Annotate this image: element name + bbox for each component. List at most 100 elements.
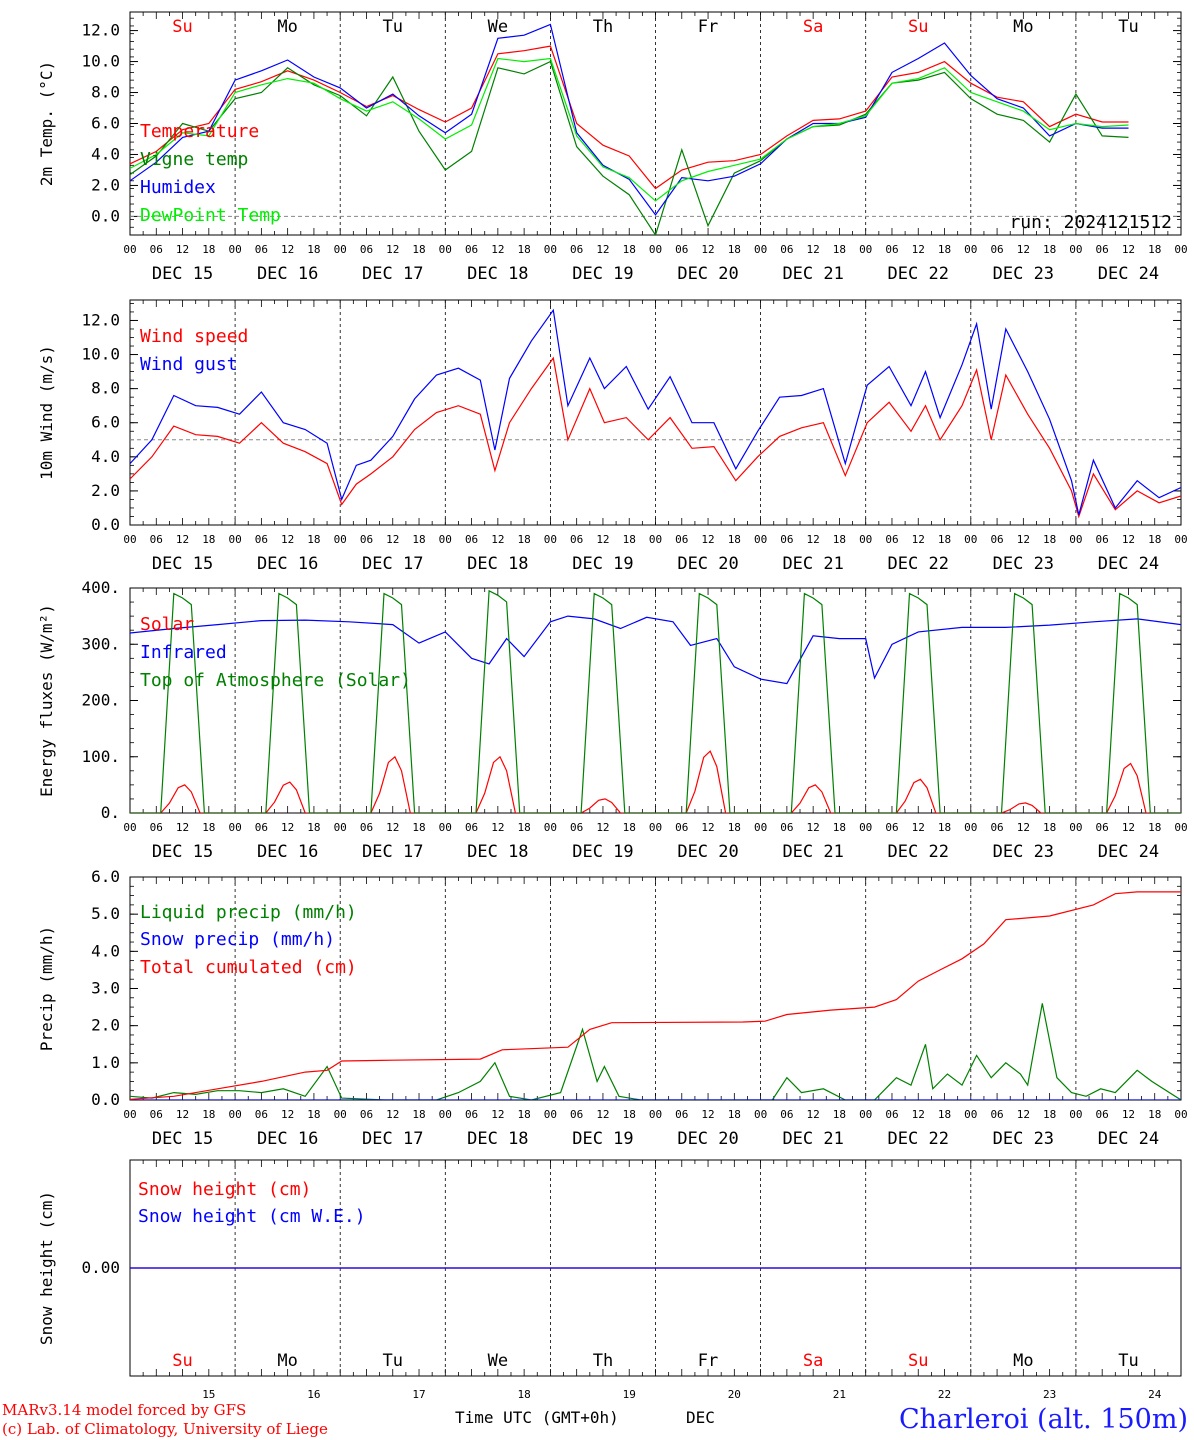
hour-tick-label: 18 <box>623 243 636 256</box>
hour-tick-label: 18 <box>518 533 531 546</box>
hour-tick-label: 12 <box>281 533 294 546</box>
series-group <box>130 589 1181 813</box>
date-label: DEC 21 <box>782 264 843 284</box>
hour-tick-label: 06 <box>150 821 163 834</box>
y-tick-label: 10.0 <box>81 345 120 364</box>
hour-tick-label: 18 <box>1043 1108 1056 1121</box>
series-line-dewpoint-temp <box>130 57 1129 202</box>
hour-tick-label: 06 <box>990 821 1003 834</box>
snow-panel: 0.00 Snow height (cm) Su 15 Mo 16 Tu 17 We 18 Th 19… <box>37 1159 1182 1401</box>
day-of-week-label: Su <box>172 1351 192 1371</box>
y-tick-label: 0.0 <box>91 515 120 534</box>
hour-tick-label: 00 <box>544 821 557 834</box>
hour-tick-label: 06 <box>360 1108 373 1121</box>
day-of-week-label: Su <box>908 17 928 37</box>
hour-tick-label: 00 <box>754 533 767 546</box>
y-tick-label: 400. <box>81 578 120 597</box>
legend-entry: Liquid precip (mm/h) <box>140 902 357 923</box>
hour-tick-label: 18 <box>202 1108 215 1121</box>
hour-tick-label: 00 <box>1174 533 1187 546</box>
hour-tick-label: 06 <box>150 1108 163 1121</box>
hour-tick-label: 12 <box>701 1108 714 1121</box>
hour-tick-label: 18 <box>202 243 215 256</box>
series-group <box>130 891 1181 1100</box>
date-label: DEC 18 <box>467 554 528 574</box>
day-of-week-label: We <box>488 1351 508 1371</box>
station-name: Charleroi (alt. 150m) <box>899 1404 1188 1435</box>
date-label: DEC 18 <box>467 264 528 284</box>
hour-tick-label: 18 <box>833 243 846 256</box>
date-label: DEC 24 <box>1098 842 1159 862</box>
hour-tick-label: 06 <box>360 243 373 256</box>
hour-tick-label: 06 <box>885 243 898 256</box>
day-number-label: 15 <box>202 1388 215 1401</box>
hour-tick-label: 06 <box>255 821 268 834</box>
hour-tick-label: 12 <box>176 533 189 546</box>
hour-tick-label: 12 <box>807 821 820 834</box>
hour-tick-label: 00 <box>123 243 136 256</box>
hour-tick-label: 18 <box>833 533 846 546</box>
hour-tick-label: 06 <box>360 821 373 834</box>
hour-tick-label: 18 <box>833 1108 846 1121</box>
hour-tick-label: 00 <box>1069 821 1082 834</box>
hour-tick-label: 00 <box>334 243 347 256</box>
date-label: DEC 22 <box>888 842 949 862</box>
hour-tick-label: 12 <box>176 821 189 834</box>
hour-tick-label: 12 <box>1122 821 1135 834</box>
y-axis-label: 10m Wind (m/s) <box>37 345 56 480</box>
hour-tick-label: 00 <box>1174 243 1187 256</box>
day-of-week-label: Mo <box>1013 1351 1033 1371</box>
hour-tick-label: 12 <box>807 243 820 256</box>
y-tick-label: 12.0 <box>81 310 120 329</box>
day-of-week-label: Th <box>593 17 613 37</box>
y-tick-label: 0.0 <box>91 206 120 225</box>
hour-tick-label: 06 <box>780 1108 793 1121</box>
legend-entry: Wind speed <box>140 326 248 347</box>
hour-tick-label: 12 <box>596 1108 609 1121</box>
hour-tick-label: 06 <box>1096 821 1109 834</box>
lab-credit: (c) Lab. of Climatology, University of L… <box>2 1420 328 1438</box>
day-number-label: 20 <box>728 1388 741 1401</box>
hour-tick-label: 12 <box>807 533 820 546</box>
date-label: DEC 15 <box>152 264 213 284</box>
date-label: DEC 18 <box>467 1129 528 1149</box>
day-of-week-label: Mo <box>1013 17 1033 37</box>
hour-tick-label: 18 <box>623 821 636 834</box>
hour-tick-label: 18 <box>1148 1108 1161 1121</box>
series-group <box>130 308 1181 519</box>
y-tick-label: 5.0 <box>91 904 120 923</box>
date-label: DEC 21 <box>782 1129 843 1149</box>
hour-tick-label: 00 <box>859 533 872 546</box>
y-tick-label: 0. <box>101 803 120 822</box>
hour-tick-label: 12 <box>281 821 294 834</box>
day-of-week-label: Tu <box>1118 17 1138 37</box>
energy-panel: 0. 100. 200. 300. 400. Energy fluxes (W/m²) 00… <box>37 578 1188 862</box>
legend-entry: Snow precip (mm/h) <box>140 929 335 950</box>
hour-tick-label: 12 <box>1122 533 1135 546</box>
hour-tick-label: 06 <box>990 243 1003 256</box>
day-number-label: 16 <box>307 1388 320 1401</box>
date-label: DEC 17 <box>362 264 423 284</box>
hour-tick-label: 18 <box>307 1108 320 1121</box>
hour-tick-label: 00 <box>964 1108 977 1121</box>
hour-tick-label: 12 <box>386 1108 399 1121</box>
y-tick-label: 300. <box>81 634 120 653</box>
day-of-week-label: Fr <box>698 1351 718 1371</box>
hour-tick-label: 12 <box>912 533 925 546</box>
legend-entry: Temperature <box>140 121 259 142</box>
temp-panel: 0.0 2.0 4.0 6.0 8.0 10.0 12.0 2m Temp. (°C) 00 06… <box>37 11 1188 284</box>
hour-tick-label: 00 <box>228 1108 241 1121</box>
series-group <box>130 23 1129 235</box>
day-of-week-label: Fr <box>698 17 718 37</box>
hour-tick-label: 06 <box>885 533 898 546</box>
hour-tick-label: 18 <box>412 533 425 546</box>
hour-tick-label: 18 <box>1148 533 1161 546</box>
legend-entry: Solar <box>140 614 194 635</box>
hour-tick-label: 00 <box>1174 1108 1187 1121</box>
hour-tick-label: 12 <box>701 243 714 256</box>
date-label: DEC 17 <box>362 1129 423 1149</box>
day-number-label: 17 <box>412 1388 425 1401</box>
hour-tick-label: 00 <box>544 243 557 256</box>
hour-tick-label: 06 <box>255 533 268 546</box>
